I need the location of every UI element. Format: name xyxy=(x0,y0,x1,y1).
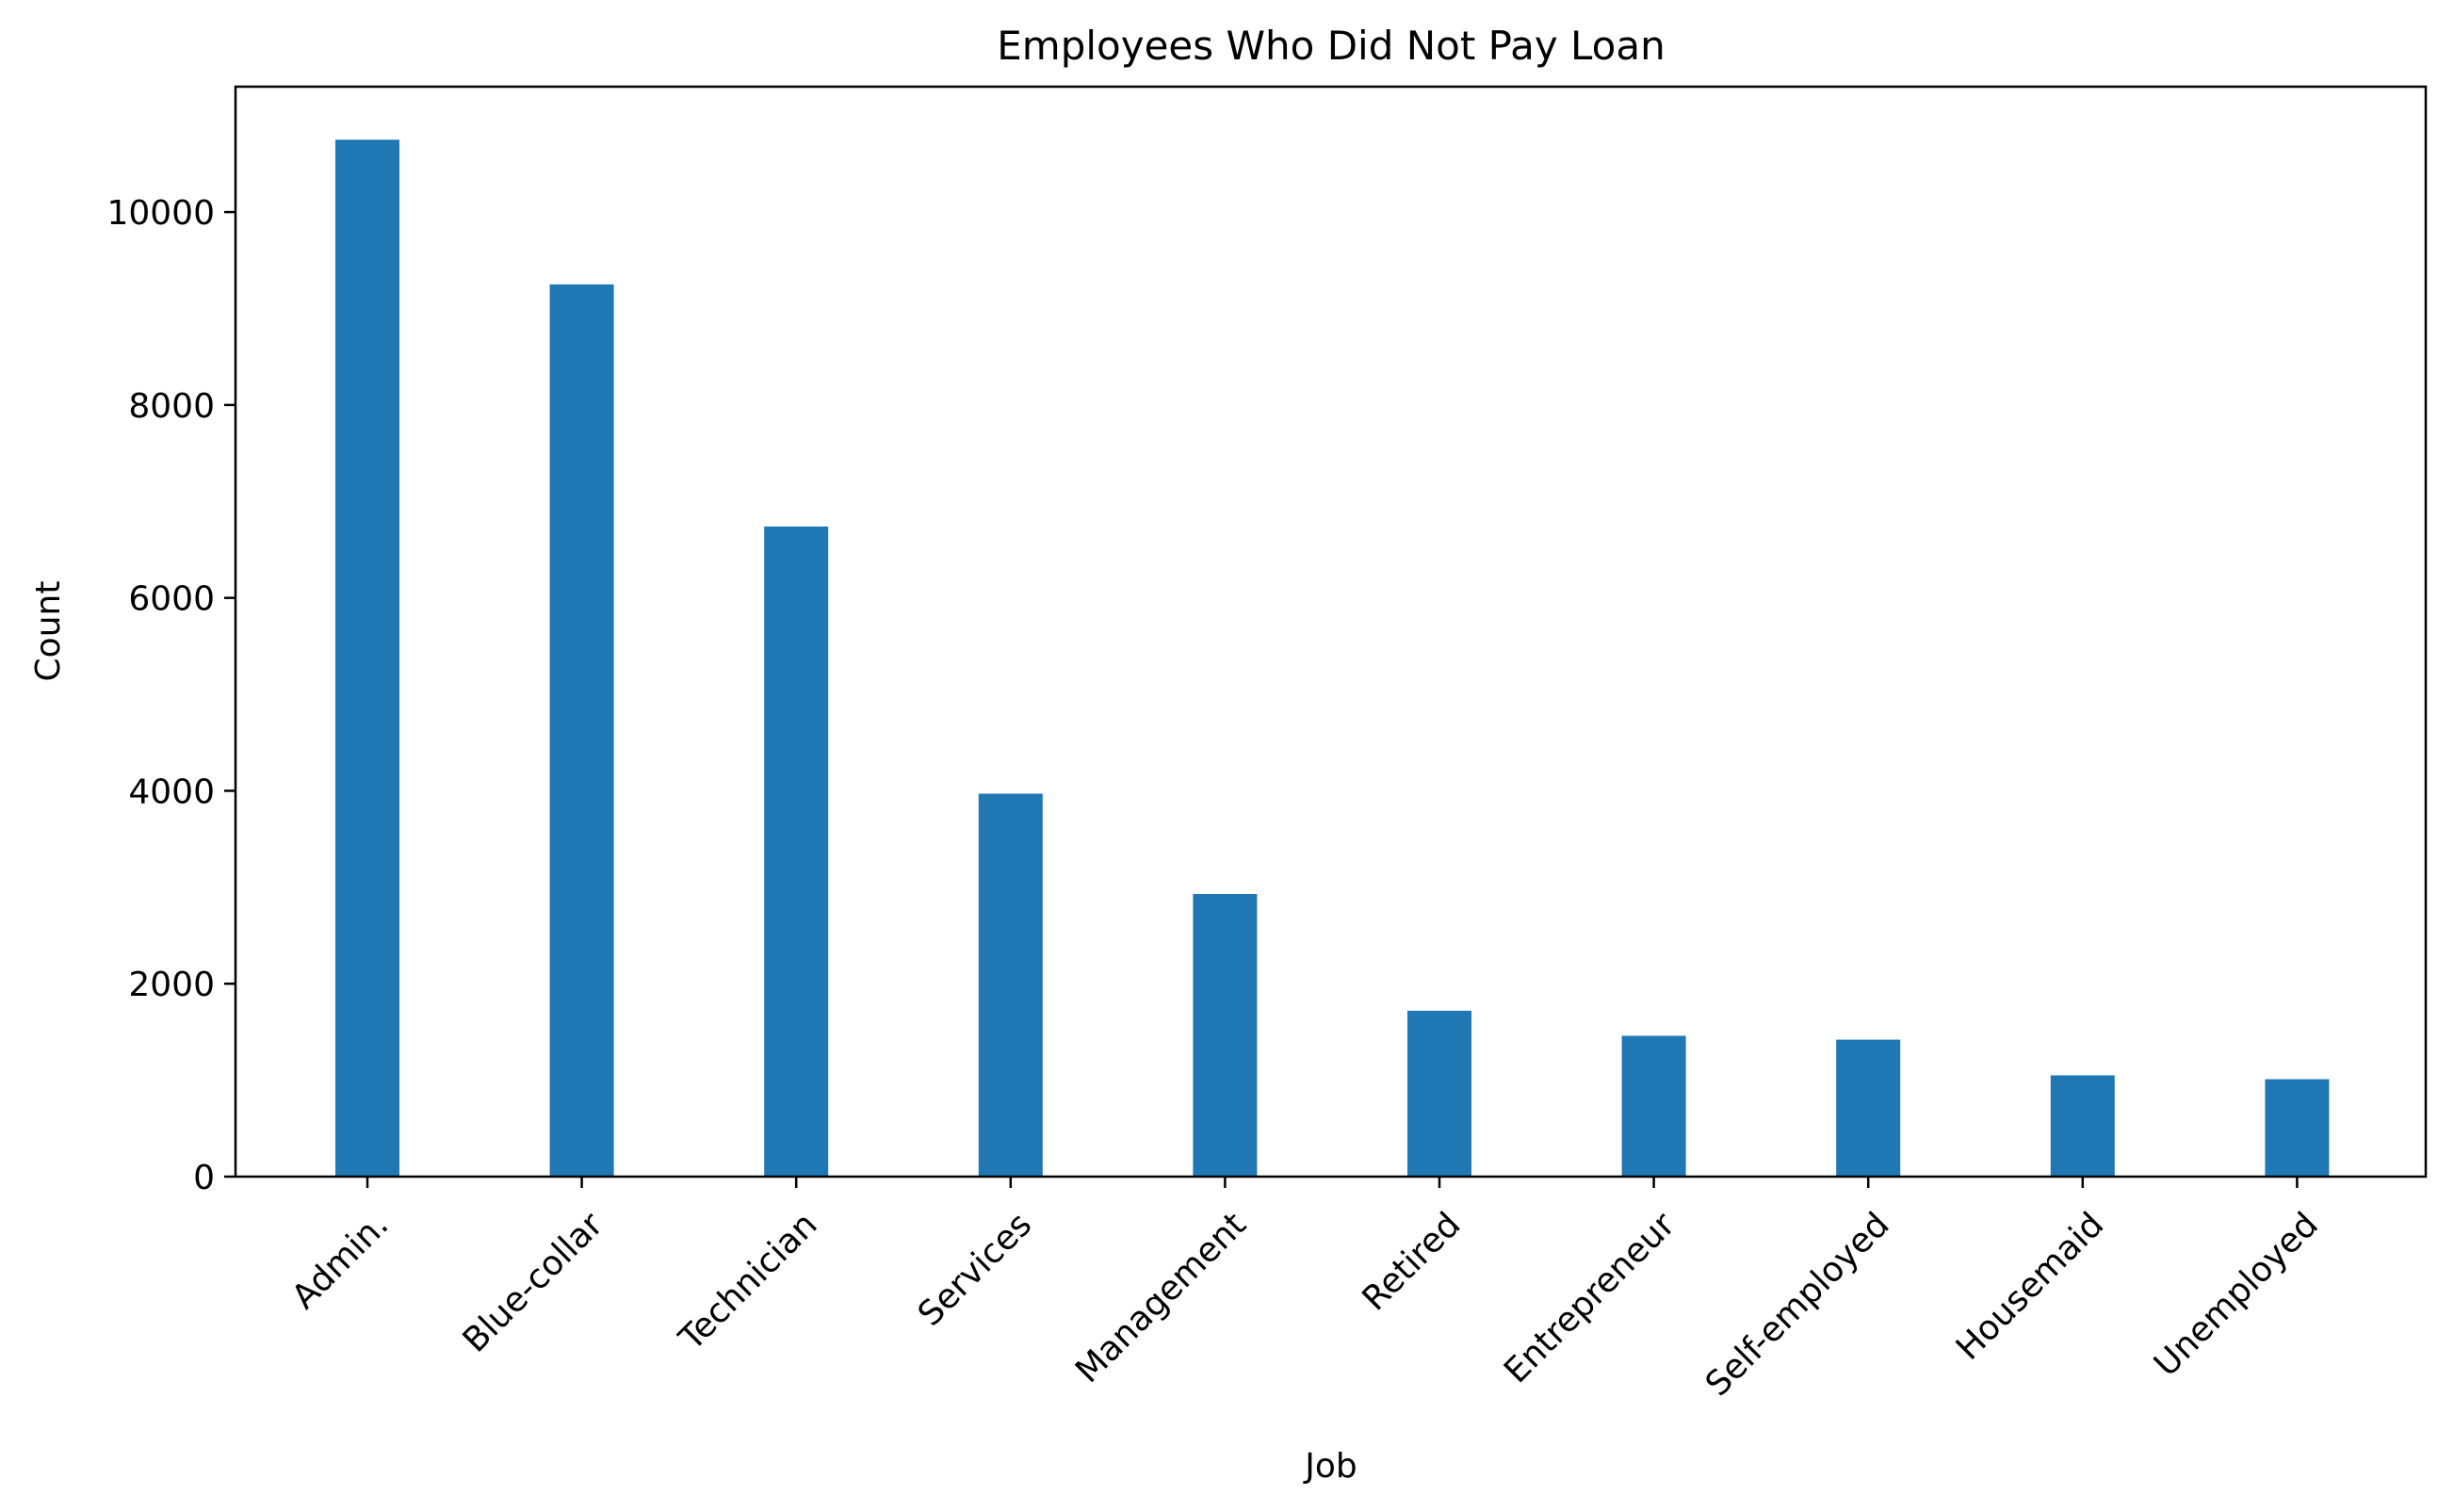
y-tick-label: 0 xyxy=(193,1159,215,1197)
bar-technician xyxy=(764,526,829,1177)
y-axis-label: Count xyxy=(29,581,68,682)
y-tick-label: 10000 xyxy=(106,194,215,233)
bar-unemployed xyxy=(2265,1079,2330,1177)
y-axis: 0 2000 4000 6000 8000 10000 xyxy=(106,194,236,1197)
plot-frame xyxy=(234,85,2428,1179)
y-tick-label: 6000 xyxy=(128,580,215,619)
x-axis-label: Job xyxy=(1303,1447,1357,1486)
bars-group xyxy=(335,139,2330,1178)
chart-title: Employees Who Did Not Pay Loan xyxy=(997,23,1666,69)
y-tick-label: 2000 xyxy=(128,966,215,1004)
bar-blue-collar xyxy=(549,284,614,1178)
bar-housemaid xyxy=(2050,1075,2115,1177)
bar-management xyxy=(1193,893,1258,1177)
y-tick-label: 4000 xyxy=(128,772,215,811)
bar-entrepreneur xyxy=(1621,1035,1686,1177)
bar-retired xyxy=(1407,1010,1471,1177)
bar-services xyxy=(978,793,1043,1177)
y-tick-label: 8000 xyxy=(128,387,215,426)
bar-self-employed xyxy=(1836,1039,1901,1177)
bar-admin xyxy=(335,139,399,1177)
